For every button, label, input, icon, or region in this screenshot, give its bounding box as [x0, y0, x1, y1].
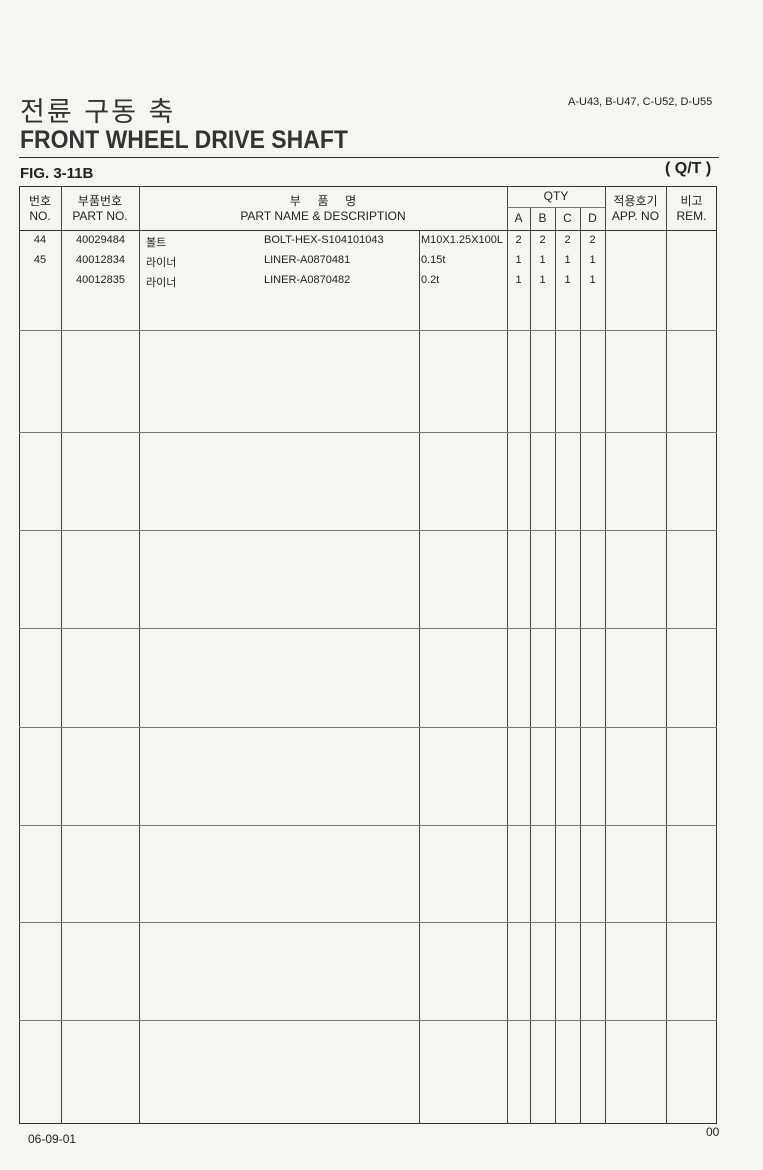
cell-a: 1 [515, 274, 522, 286]
footer-date: 06-09-01 [28, 1132, 77, 1146]
cell-name-en: LINER-A0870482 [264, 274, 351, 286]
cell-part: 40029484 [76, 234, 125, 246]
cell-a: 2 [515, 234, 522, 246]
cell-spec: 0.2t [421, 274, 440, 286]
cell-name-en: BOLT-HEX-S104101043 [264, 234, 384, 246]
cell-name-kr: 라이너 [146, 277, 177, 289]
header-qty-b: B [538, 211, 547, 225]
cell-d: 1 [589, 254, 596, 266]
cell-d: 1 [589, 274, 596, 286]
header-part-name: 부 품 명 PART NAME & DESCRIPTION [240, 194, 406, 223]
title-english: FRONT WHEEL DRIVE SHAFT [20, 126, 348, 154]
header-part-no: 부품번호 PART NO. [72, 194, 128, 223]
header-no: 번호 NO. [28, 194, 52, 223]
cell-no: 44 [33, 234, 47, 246]
cell-b: 2 [539, 234, 546, 246]
cell-c: 1 [564, 254, 571, 266]
cell-name-en: LINER-A0870481 [264, 254, 351, 266]
cell-name-kr: 라이너 [146, 257, 177, 269]
cell-name-kr: 볼트 [146, 237, 167, 249]
header-qty-c: C [563, 211, 572, 225]
cell-b: 1 [539, 254, 546, 266]
cell-c: 2 [564, 234, 571, 246]
cell-spec: 0.15t [421, 254, 446, 266]
page-number: 00 [706, 1125, 720, 1139]
figure-number: FIG. 3-11B [20, 165, 94, 182]
header-remarks: 비고 REM. [676, 194, 707, 223]
header-qty-a: A [514, 211, 523, 225]
header-app-no: 적용호기 APP. NO [611, 194, 660, 223]
header-qty-d: D [588, 211, 597, 225]
cell-spec: M10X1.25X100L [421, 234, 503, 246]
cell-part: 40012834 [76, 254, 125, 266]
cell-d: 2 [589, 234, 596, 246]
title-korean: 전륜 구동 축 [20, 97, 176, 128]
transmission-type: ( Q/T ) [665, 160, 712, 177]
cell-no: 45 [33, 254, 47, 266]
title-rule [19, 157, 719, 158]
cell-a: 1 [515, 254, 522, 266]
header-qty: QTY [543, 189, 569, 203]
cell-part: 40012835 [76, 274, 125, 286]
model-codes: A-U43, B-U47, C-U52, D-U55 [568, 96, 713, 108]
cell-b: 1 [539, 274, 546, 286]
parts-table [19, 186, 717, 1124]
cell-c: 1 [564, 274, 571, 286]
